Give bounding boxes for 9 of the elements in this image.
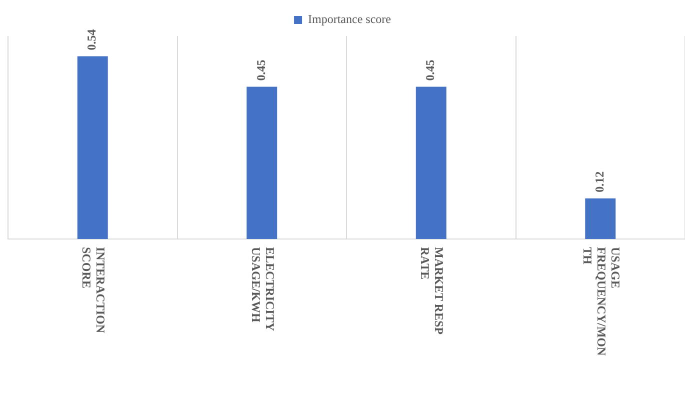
legend-label: Importance score: [308, 12, 391, 26]
x-tick-label: USAGE FREQUENCY/MONTH: [580, 247, 622, 356]
x-tick-label: INTERACTION SCORE: [80, 247, 108, 334]
data-label: 0.12: [592, 171, 606, 192]
data-label: 0.45: [423, 60, 438, 81]
x-tick-label: ELECTRICITY USAGE/KWH: [248, 247, 277, 332]
data-label: 0.45: [254, 60, 268, 81]
data-label: 0.54: [84, 29, 99, 50]
x-tick-label: MARKET RESP RATE: [418, 247, 446, 334]
